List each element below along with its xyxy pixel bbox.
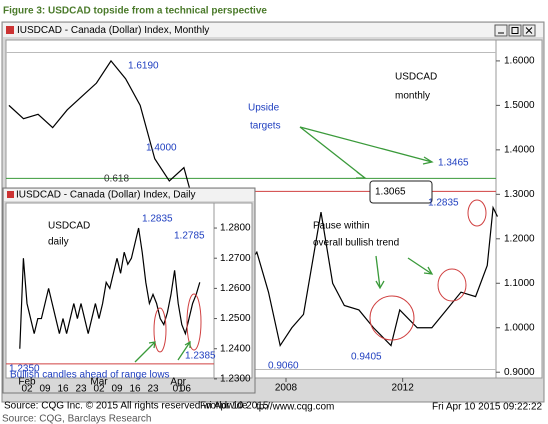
y-tick-label: 1.2500	[220, 313, 251, 324]
x-tick-label: 23	[147, 384, 159, 395]
annotation: 1.2835	[142, 214, 173, 225]
x-tick-label: 16	[129, 384, 141, 395]
y-tick-label: 1.2600	[220, 283, 251, 294]
highlight-circle	[437, 268, 467, 302]
highlight-circle	[467, 199, 487, 227]
annotation: overall bullish trend	[313, 238, 399, 249]
annotation: 1.6190	[128, 61, 159, 72]
highlight-circle	[369, 295, 415, 341]
y-tick-label: 1.6000	[504, 56, 535, 67]
daily-chart: 1.23001.24001.25001.26001.27001.280002Fe…	[6, 223, 251, 395]
x-tick-label: 02	[21, 384, 33, 395]
window-title: IUSDCAD - Canada (Dollar) Index, Daily	[16, 190, 196, 201]
annotation: 1.2385	[185, 351, 216, 362]
y-tick-label: 1.2000	[504, 233, 535, 244]
annotation: 0.9060	[268, 361, 299, 372]
arrow	[299, 126, 367, 179]
arrow	[299, 126, 434, 165]
annotation: 1.2350	[9, 364, 40, 375]
arrow	[375, 255, 385, 290]
y-tick-label: 1.0000	[504, 322, 535, 333]
x-tick-label: 02	[93, 384, 105, 395]
x-tick-label: 01	[173, 384, 185, 395]
y-tick-label: 1.2700	[220, 253, 251, 264]
monthly-overlays	[299, 126, 487, 341]
y-tick-label: 1.2800	[220, 223, 251, 234]
x-tick-label: 2008	[275, 383, 298, 394]
title-bar	[4, 189, 254, 201]
annotation: 0.9405	[351, 352, 382, 363]
y-tick-label: 1.4000	[504, 144, 535, 155]
annotation: targets	[250, 121, 281, 132]
window-icon	[6, 26, 14, 34]
highlight-circle	[153, 307, 167, 353]
target-box	[369, 180, 433, 204]
month-label: Mar	[90, 377, 108, 388]
y-tick-label: 1.2300	[220, 374, 251, 385]
annotation: Bullish candles ahead of range lows	[10, 370, 170, 381]
footer-date: Fri Apr 10 2015	[200, 401, 269, 412]
x-tick-label: 06	[180, 384, 192, 395]
y-tick-label: 1.3000	[504, 189, 535, 200]
daily-overlays	[134, 293, 202, 363]
window-icon	[7, 191, 14, 198]
annotation: monthly	[395, 91, 430, 102]
window-title: IUSDCAD - Canada (Dollar) Index, Monthly	[17, 25, 209, 36]
month-label: Apr	[170, 377, 186, 388]
daily-axis	[213, 202, 253, 379]
maximize-button[interactable]	[508, 24, 522, 37]
y-tick-label: 0.9000	[504, 367, 535, 378]
arrow	[177, 340, 191, 361]
annotation: daily	[48, 237, 69, 248]
annotation: USDCAD	[48, 221, 90, 232]
y-tick-label: 1.1000	[504, 278, 535, 289]
footer-text: Source: CQG Inc. © 2015 All rights reser…	[4, 401, 248, 412]
x-tick-label: 09	[111, 384, 123, 395]
annotation: Pause within	[313, 221, 370, 232]
annotation: USDCAD	[395, 72, 437, 83]
month-label: Feb	[18, 377, 36, 388]
annotation: Upside	[248, 103, 280, 114]
monthly-annotations: USDCAD monthly Upside targets 1.6190 1.4000 0.…	[104, 61, 469, 372]
minimize-button[interactable]	[494, 24, 508, 37]
arrow	[134, 341, 156, 363]
arrow	[407, 257, 434, 275]
annotation: 1.3465	[438, 158, 469, 169]
annotation: 1.4000	[146, 143, 177, 154]
maximize-glyph	[511, 27, 519, 34]
annotation: 1.2785	[174, 231, 205, 242]
highlight-circle	[186, 293, 202, 351]
price-line	[8, 59, 498, 348]
x-tick-label: 16	[57, 384, 69, 395]
y-tick-label: 1.5000	[504, 100, 535, 111]
footer-url: tp://www.cqg.com	[256, 402, 334, 413]
annotation: 1.3065	[375, 187, 406, 198]
annotation: 0.618	[104, 174, 129, 185]
x-tick-label: 23	[75, 384, 87, 395]
price-line	[19, 227, 201, 349]
window-buttons[interactable]	[494, 24, 536, 37]
x-tick-label: 09	[39, 384, 51, 395]
figure-title: Figure 3: USDCAD topside from a technica…	[3, 6, 267, 17]
annotation: 1.2835	[428, 198, 459, 209]
x-tick-label: 2012	[392, 383, 415, 394]
close-glyph	[525, 27, 533, 34]
footer-timestamp: Fri Apr 10 2015 09:22:22	[432, 402, 543, 413]
monthly-axis	[495, 39, 543, 379]
y-tick-label: 1.2400	[220, 343, 251, 354]
source-note: Source: CQG, Barclays Research	[2, 414, 152, 424]
title-bar	[3, 23, 543, 37]
